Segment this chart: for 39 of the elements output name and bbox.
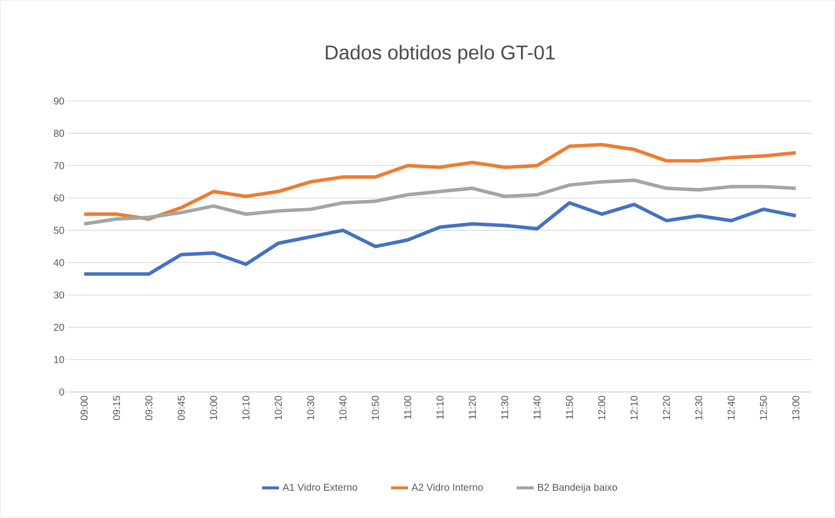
x-tick-label: 09:30 (145, 396, 152, 420)
x-tick-label: 09:45 (178, 396, 185, 420)
x-tick-label: 11:50 (566, 396, 573, 419)
legend-label: A1 Vidro Externo (282, 483, 358, 491)
y-tick-label: 80 (54, 130, 64, 137)
x-tick-label: 10:30 (307, 396, 314, 420)
chart-title: Dados obtidos pelo GT-01 (326, 44, 555, 64)
y-tick-label: 10 (54, 356, 64, 364)
legend-label: A2 Vidro Interno (412, 483, 483, 491)
x-tick-label: 13:00 (792, 396, 800, 420)
x-tick-label: 12:00 (598, 396, 606, 420)
x-tick-label: 12:40 (728, 396, 735, 420)
legend-label: B2 Bandeija baixo (538, 483, 618, 493)
y-tick-label: 30 (54, 291, 64, 299)
line-series (82, 178, 798, 226)
x-tick-label: 11:10 (436, 396, 444, 419)
y-tick-label: 40 (54, 259, 64, 266)
x-tick-label: 09:00 (80, 396, 88, 420)
y-tick-label: 60 (54, 194, 64, 202)
x-tick-label: 10:50 (372, 396, 379, 420)
x-tick-label: 11:40 (534, 396, 541, 419)
x-tick-label: 11:30 (501, 396, 508, 419)
y-tick-label: 90 (54, 97, 64, 105)
x-tick-label: 10:40 (339, 396, 346, 420)
x-tick-label: 12:20 (662, 396, 670, 420)
x-tick-label: 11:20 (468, 396, 476, 419)
x-tick-label: 11:00 (404, 396, 412, 419)
y-tick-label: 20 (54, 324, 64, 331)
x-tick-label: 09:15 (113, 396, 120, 420)
line-series (82, 142, 798, 221)
x-tick-label: 12:10 (630, 396, 638, 420)
y-tick-label: 0 (59, 388, 64, 396)
x-tick-label: 10:10 (242, 396, 250, 420)
x-tick-label: 10:20 (274, 396, 282, 420)
x-tick-label: 10:00 (210, 396, 218, 420)
y-tick-label: 50 (54, 226, 64, 234)
x-tick-label: 12:30 (695, 396, 702, 420)
x-tick-label: 12:50 (760, 396, 768, 420)
y-tick-label: 70 (54, 162, 64, 170)
